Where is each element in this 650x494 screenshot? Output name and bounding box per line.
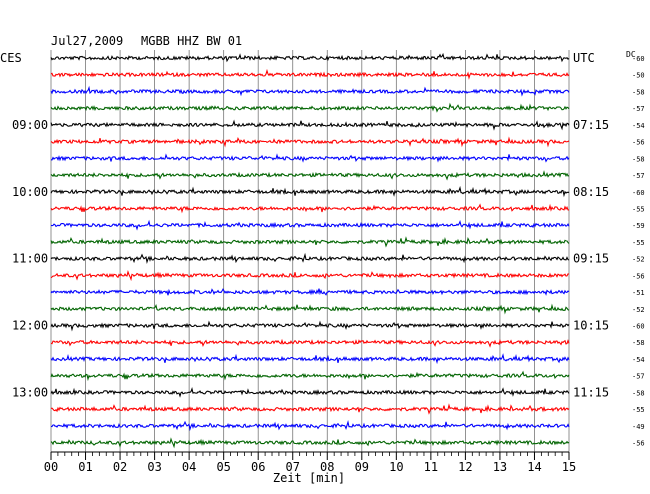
trace-row-22 <box>50 419 570 432</box>
trace-row-19 <box>50 370 570 382</box>
dc-offset-label: -55 <box>632 406 645 414</box>
x-axis-title: Zeit [min] <box>273 471 345 485</box>
dc-offset-label: -58 <box>632 339 645 347</box>
dc-offset-label: -60 <box>632 323 645 331</box>
x-tick-label: 02 <box>113 460 127 474</box>
dc-offset-label: -51 <box>632 289 645 297</box>
x-tick-label: 12 <box>458 460 472 474</box>
x-tick-label: 11 <box>424 460 438 474</box>
x-tick-label: 05 <box>216 460 230 474</box>
x-tick-label: 04 <box>182 460 196 474</box>
trace-row-23 <box>50 437 570 449</box>
right-hour-label: 10:15 <box>573 319 609 333</box>
trace-row-7 <box>50 170 570 181</box>
x-tick-label: 08 <box>320 460 334 474</box>
left-timezone-label: CES <box>0 51 22 65</box>
trace-row-18 <box>50 353 570 365</box>
dc-offset-label: -52 <box>632 306 645 314</box>
left-hour-label: 10:00 <box>12 185 48 199</box>
trace-row-12 <box>50 252 570 264</box>
left-hour-label: 13:00 <box>12 385 48 399</box>
dc-offset-label: -56 <box>632 440 645 448</box>
trace-row-15 <box>50 303 570 315</box>
time-grid <box>50 50 570 460</box>
dc-offset-label: -54 <box>632 356 645 364</box>
right-hour-label: 11:15 <box>573 385 609 399</box>
trace-row-21 <box>50 403 570 415</box>
left-hour-label: 11:00 <box>12 252 48 266</box>
x-tick-label: 03 <box>147 460 161 474</box>
trace-row-8 <box>50 185 570 198</box>
x-tick-label: 00 <box>44 460 58 474</box>
trace-row-3 <box>50 102 570 113</box>
dc-offset-label: -60 <box>632 189 645 197</box>
dc-header-label: DC <box>626 50 636 59</box>
right-hour-label: 08:15 <box>573 185 609 199</box>
dc-offset-label: -55 <box>632 239 645 247</box>
trace-row-5 <box>50 136 570 148</box>
trace-row-10 <box>50 219 570 231</box>
x-tick-label: 07 <box>286 460 300 474</box>
trace-row-6 <box>50 153 570 163</box>
dc-offset-label: -52 <box>632 256 645 264</box>
dc-offset-label: -56 <box>632 139 645 147</box>
trace-row-14 <box>50 288 570 296</box>
trace-row-0 <box>50 52 570 63</box>
trace-row-17 <box>50 338 570 348</box>
trace-row-4 <box>50 119 570 131</box>
x-tick-label: 09 <box>355 460 369 474</box>
seismic-traces <box>50 52 570 449</box>
dc-offset-label: -49 <box>632 423 645 431</box>
dc-offset-label: -60 <box>632 55 645 63</box>
x-tick-label: 01 <box>78 460 92 474</box>
dc-offset-label: -55 <box>632 205 645 213</box>
dc-offset-label: -56 <box>632 272 645 280</box>
x-tick-label: 10 <box>389 460 403 474</box>
trace-row-11 <box>50 236 570 248</box>
x-tick-label: 06 <box>251 460 265 474</box>
right-hour-label: 09:15 <box>573 252 609 266</box>
station-label: MGBB HHZ BW 01 <box>141 34 242 48</box>
left-hour-label: 09:00 <box>12 118 48 132</box>
trace-row-1 <box>50 68 570 80</box>
right-hour-label: 07:15 <box>573 118 609 132</box>
dc-offset-label: -58 <box>632 389 645 397</box>
x-tick-label: 14 <box>527 460 541 474</box>
axis-labels: 00 01 02 03 04 05 06 07 08 09 10 11 12 13 14 15 -60 -50 -5… <box>12 51 645 474</box>
dc-offset-label: -54 <box>632 122 645 130</box>
right-hour-label: UTC <box>573 51 595 65</box>
dc-offset-label: -57 <box>632 373 645 381</box>
dc-offset-label: -58 <box>632 88 645 96</box>
dc-offset-label: -57 <box>632 172 645 180</box>
trace-row-13 <box>50 270 570 282</box>
dc-offset-label: -58 <box>632 155 645 163</box>
trace-row-9 <box>50 203 570 214</box>
left-hour-label: 12:00 <box>12 319 48 333</box>
x-tick-label: 13 <box>493 460 507 474</box>
trace-row-20 <box>50 387 570 398</box>
dc-offset-label: -50 <box>632 72 645 80</box>
date-label: Jul27,2009 <box>51 34 123 48</box>
trace-row-2 <box>50 85 570 97</box>
x-tick-label: 15 <box>562 460 576 474</box>
dc-offset-label: -57 <box>632 105 645 113</box>
trace-row-16 <box>50 320 570 332</box>
dc-offset-label: -59 <box>632 222 645 230</box>
